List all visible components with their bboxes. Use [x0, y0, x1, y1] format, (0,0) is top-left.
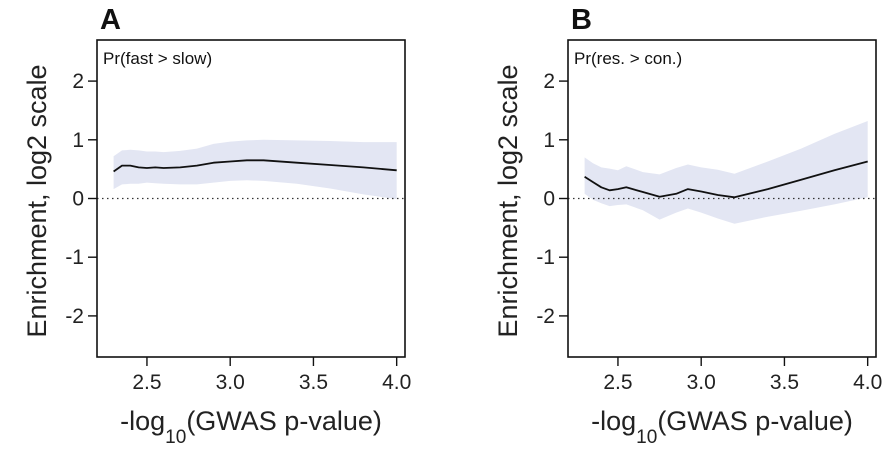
x-axis-label-sub-a: 10 [165, 427, 186, 448]
x-axis-label-sub-b: 10 [636, 427, 657, 448]
panel-a: A Enrichment, log2 scale Pr(fast > slow)… [22, 4, 411, 448]
x-tick-label-b: 2.5 [603, 371, 632, 394]
x-tick-label-b: 4.0 [853, 371, 882, 394]
confidence-band-a [113, 139, 397, 200]
panel-b: B Enrichment, log2 scale Pr(res. > con.)… [493, 4, 882, 448]
x-tick-label-a: 3.0 [216, 371, 245, 394]
enrichment-line-b [584, 160, 868, 199]
y-tick-label-b: -2 [536, 305, 555, 328]
x-axis-label-b: -log10(GWAS p-value) [591, 406, 853, 448]
y-tick-label-a: -2 [65, 305, 84, 328]
confidence-band-b [584, 121, 868, 224]
x-tick-label-a: 3.5 [299, 371, 328, 394]
x-tick-label-a: 4.0 [382, 371, 411, 394]
y-axis-label-b: Enrichment, log2 scale [493, 64, 523, 337]
y-tick-label-a: -1 [65, 246, 84, 269]
y-tick-label-a: 0 [72, 188, 84, 211]
y-tick-label-b: 1 [543, 129, 555, 152]
y-tick-label-a: 1 [72, 129, 84, 152]
enrichment-line-a [113, 159, 397, 173]
y-axis-label-a: Enrichment, log2 scale [22, 64, 52, 337]
y-tick-label-a: 2 [72, 70, 84, 93]
x-axis-label-a: -log10(GWAS p-value) [120, 406, 382, 448]
x-axis-label-main-b: -log [591, 406, 636, 436]
annotation-a: Pr(fast > slow) [103, 49, 212, 68]
x-tick-label-b: 3.0 [687, 371, 716, 394]
x-tick-label-a: 2.5 [132, 371, 161, 394]
y-tick-label-b: 0 [543, 188, 555, 211]
x-axis-label-main-a: -log [120, 406, 165, 436]
y-tick-label-b: -1 [536, 246, 555, 269]
x-axis-label-rest-b: (GWAS p-value) [657, 406, 853, 436]
panel-letter-b: B [571, 4, 592, 36]
plot-marks-a [97, 139, 405, 200]
y-tick-label-b: 2 [543, 70, 555, 93]
x-tick-label-b: 3.5 [770, 371, 799, 394]
annotation-b: Pr(res. > con.) [574, 49, 682, 68]
panel-letter-a: A [100, 4, 121, 36]
x-axis-label-rest-a: (GWAS p-value) [186, 406, 382, 436]
plot-marks-b [568, 121, 876, 224]
